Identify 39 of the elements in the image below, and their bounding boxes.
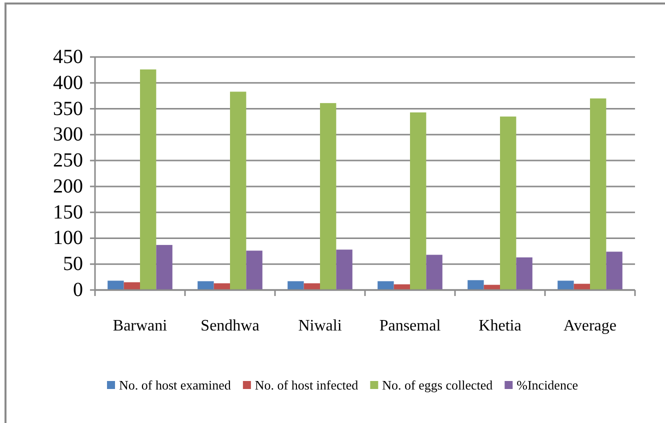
y-tick-label: 300 <box>53 124 83 146</box>
bar <box>124 282 140 290</box>
bar <box>246 250 262 290</box>
y-tick-label: 0 <box>73 279 83 301</box>
bar <box>558 280 574 290</box>
legend-label: No. of eggs collected <box>382 378 494 392</box>
bar <box>590 98 606 290</box>
x-tick-label: Sendhwa <box>200 318 260 334</box>
bar <box>230 92 246 290</box>
x-tick-label: Niwali <box>298 318 342 334</box>
legend-label: No. of host infected <box>254 378 359 392</box>
bar <box>426 254 442 290</box>
bar <box>336 250 352 290</box>
x-tick-label: Pansemal <box>379 318 442 334</box>
bar <box>410 112 426 290</box>
y-tick-label: 450 <box>53 46 83 68</box>
x-tick-label: Khetia <box>478 318 522 334</box>
y-tick-label: 100 <box>53 227 83 250</box>
bar <box>468 280 484 290</box>
bar <box>140 69 156 290</box>
y-tick-label: 250 <box>53 150 83 172</box>
legend-label: No. of host examined <box>119 378 232 392</box>
y-tick-label: 50 <box>63 253 83 276</box>
x-tick-label: Average <box>564 318 616 334</box>
legend-label: %Incidence <box>516 378 578 392</box>
bar <box>500 116 516 290</box>
y-tick-label: 150 <box>53 201 83 224</box>
y-tick-label: 400 <box>53 72 83 94</box>
bar <box>606 252 622 290</box>
x-tick-label: Barwani <box>112 318 168 334</box>
bar <box>320 103 336 290</box>
bar <box>108 280 124 290</box>
bar <box>516 257 532 290</box>
y-tick-label: 350 <box>53 98 83 120</box>
bar <box>378 281 394 290</box>
bar <box>288 281 304 290</box>
bar <box>156 244 172 290</box>
y-tick-label: 200 <box>53 175 83 198</box>
bar <box>198 281 214 290</box>
